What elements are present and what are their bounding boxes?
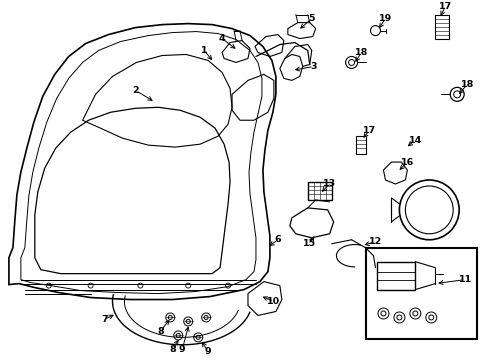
Bar [365, 248, 476, 339]
Text: 15: 15 [303, 239, 316, 248]
Text: 12: 12 [368, 237, 381, 246]
Text: 1: 1 [201, 46, 207, 55]
Text: 7: 7 [101, 315, 108, 324]
Text: 13: 13 [323, 180, 336, 189]
Text: 2: 2 [132, 86, 139, 95]
Text: 9: 9 [179, 345, 185, 354]
Bar [307, 182, 331, 200]
Bar [355, 136, 365, 154]
Text: 3: 3 [310, 62, 316, 71]
Text: 4: 4 [218, 34, 225, 43]
Text: 16: 16 [400, 158, 413, 167]
Bar [434, 15, 448, 39]
Text: 5: 5 [308, 14, 314, 23]
Text: 17: 17 [362, 126, 375, 135]
Text: 14: 14 [408, 136, 421, 145]
Text: 18: 18 [354, 48, 367, 57]
Text: 8: 8 [168, 345, 175, 354]
Text: 11: 11 [458, 275, 471, 284]
Text: 10: 10 [267, 297, 280, 306]
Text: 6: 6 [274, 235, 281, 244]
Text: 8: 8 [157, 327, 163, 336]
Text: 18: 18 [460, 80, 473, 89]
Text: 9: 9 [204, 347, 211, 356]
Text: 19: 19 [378, 14, 391, 23]
Text: 17: 17 [438, 2, 451, 11]
